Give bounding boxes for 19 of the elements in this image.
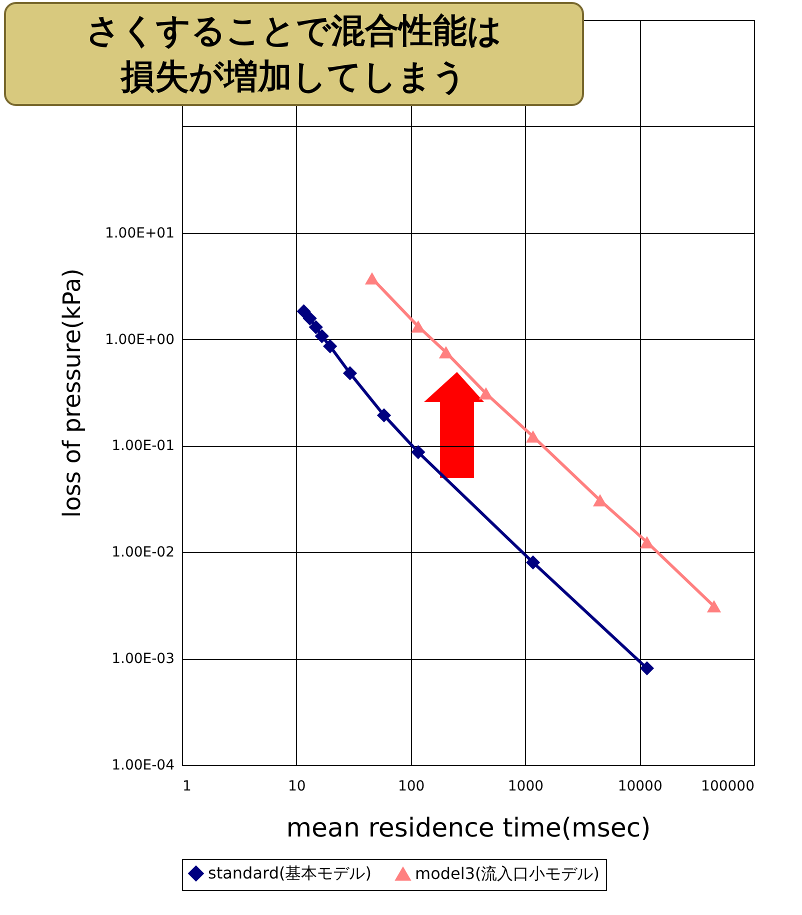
x-tick-label: 1 <box>182 778 192 794</box>
x-tick-label: 10 <box>288 778 306 794</box>
x-tick-label: 100000 <box>701 778 754 794</box>
y-tick-label: 1.00E+01 <box>104 225 174 242</box>
legend-label: standard(基本モデル) <box>208 863 372 882</box>
annotation: 損失が増加してしまう <box>119 56 468 99</box>
y-axis-title: loss of pressure(kPa) <box>58 268 86 518</box>
x-tick-label: 10000 <box>618 778 662 794</box>
x-tick-label: 1000 <box>508 778 544 794</box>
x-tick-label: 100 <box>398 778 425 794</box>
x-axis-title: mean residence time(msec) <box>286 814 651 844</box>
y-tick-label: 1.00E-04 <box>112 758 175 774</box>
y-tick-label: 1.00E-02 <box>112 544 174 561</box>
annotation: さくすることで混合性能は <box>85 10 503 53</box>
y-tick-label: 1.00E-01 <box>112 438 174 454</box>
callout-box: さくすることで混合性能は 損失が増加してしまう <box>4 2 584 106</box>
y-tick-label: 1.00E-03 <box>112 651 174 668</box>
legend-label: model3(流入口小モデル) <box>415 864 600 883</box>
y-tick-label: 1.00E+00 <box>104 332 174 348</box>
